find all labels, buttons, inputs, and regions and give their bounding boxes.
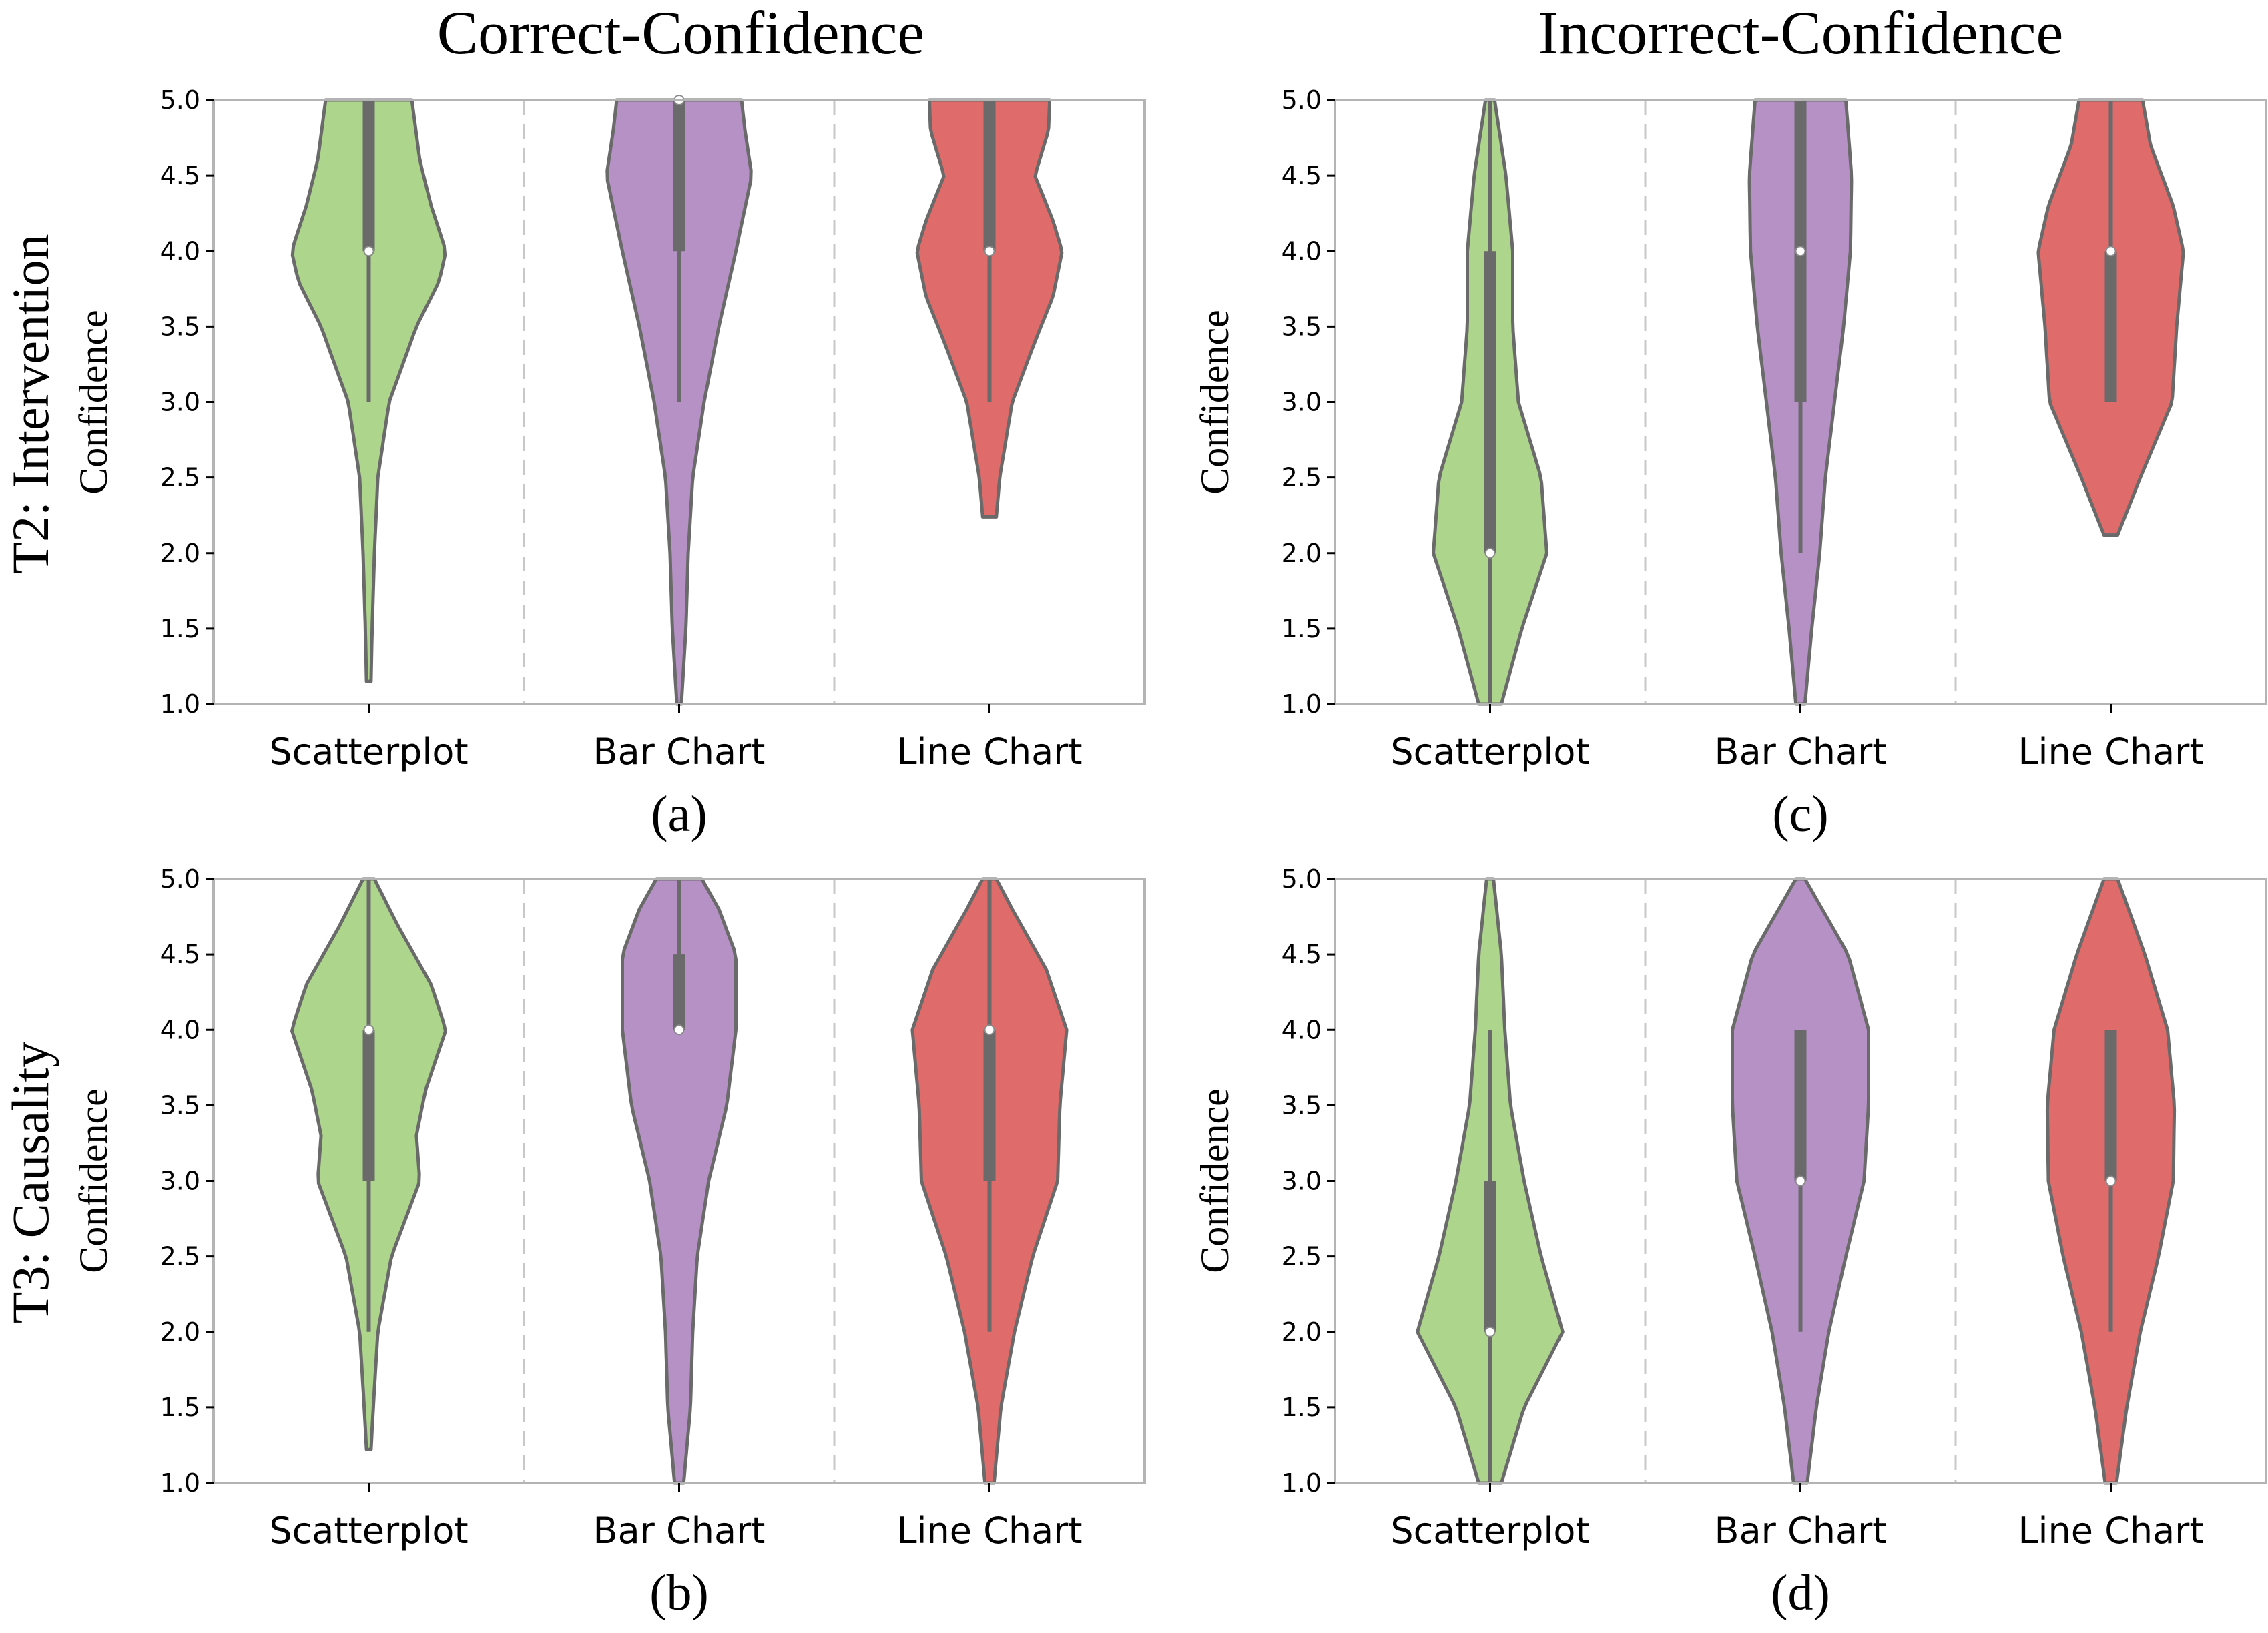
y-tick-label: 2.5: [160, 463, 200, 493]
x-tick-label-scatterplot: Scatterplot: [1390, 731, 1589, 773]
panel-b: 1.0 1.5 2.0 2.5 3.0 3.5 4.0 4.5 5.0 Scatterplot Ba…: [71, 864, 1146, 1621]
y-tick-label: 1.0: [160, 1468, 200, 1498]
y-tick-label: 3.0: [1282, 388, 1322, 417]
violin-iqr-box-line-chart: [2104, 1030, 2117, 1181]
panel-label: (b): [649, 1565, 709, 1621]
violin-line-chart: [2036, 98, 2185, 537]
violin-median-line-chart: [984, 246, 995, 257]
violin-median-bar-chart: [1795, 246, 1806, 257]
y-tick-label: 1.0: [160, 689, 200, 719]
y-tick-label: 4.0: [1282, 236, 1322, 266]
y-tick-label: 5.0: [1282, 864, 1322, 894]
violin-iqr-box-scatterplot: [1484, 1181, 1496, 1332]
x-tick-label-bar-chart: Bar Chart: [593, 731, 766, 773]
violin-median-bar-chart: [673, 1024, 685, 1036]
violin-median-scatterplot: [1484, 1326, 1496, 1337]
x-tick-label-line-chart: Line Chart: [2018, 731, 2203, 773]
y-tick-label: 4.5: [160, 940, 200, 969]
violin-iqr-box-scatterplot: [362, 1030, 375, 1181]
violin-median-line-chart: [2105, 246, 2116, 257]
y-tick-label: 3.5: [1282, 312, 1322, 341]
violin-line-chart: [915, 98, 1064, 519]
y-tick-label: 1.5: [1282, 614, 1322, 643]
y-tick-label: 5.0: [160, 864, 200, 894]
violin-iqr-box-scatterplot: [362, 100, 375, 252]
y-axis-label: Confidence: [1193, 310, 1237, 495]
y-tick-label: 1.5: [160, 614, 200, 643]
y-tick-label: 2.5: [1282, 1242, 1322, 1271]
violin-bar-chart: [1731, 877, 1870, 1485]
x-tick-label-bar-chart: Bar Chart: [1715, 731, 1887, 773]
panel-label: (a): [651, 786, 707, 842]
y-tick-label: 4.5: [1282, 940, 1322, 969]
y-tick-label: 4.5: [160, 161, 200, 190]
column-title-correct: Correct-Confidence: [437, 0, 925, 67]
x-tick-label-scatterplot: Scatterplot: [1390, 1510, 1589, 1552]
violin-bar-chart: [621, 877, 738, 1485]
violin-median-line-chart: [2105, 1175, 2116, 1187]
y-tick-label: 3.0: [1282, 1167, 1322, 1196]
x-tick-label-bar-chart: Bar Chart: [593, 1510, 766, 1552]
y-tick-label: 1.5: [1282, 1393, 1322, 1422]
violin-iqr-box-bar-chart: [673, 954, 685, 1030]
y-tick-label: 4.0: [160, 1015, 200, 1044]
y-tick-label: 3.0: [160, 1167, 200, 1196]
violin-median-scatterplot: [1484, 547, 1496, 559]
y-tick-label: 2.5: [1282, 463, 1322, 493]
y-tick-label: 3.5: [160, 1090, 200, 1120]
violin-iqr-box-line-chart: [983, 1030, 996, 1181]
violin-bar-chart: [605, 95, 753, 706]
y-tick-label: 3.5: [1282, 1090, 1322, 1120]
y-tick-label: 5.0: [160, 85, 200, 115]
panel-d: 1.0 1.5 2.0 2.5 3.0 3.5 4.0 4.5 5.0 Scatterplot Ba…: [1193, 864, 2267, 1621]
violin-iqr-box-line-chart: [983, 100, 996, 252]
y-tick-label: 2.0: [1282, 539, 1322, 568]
violin-iqr-box-bar-chart: [673, 100, 685, 252]
x-tick-label-bar-chart: Bar Chart: [1715, 1510, 1887, 1552]
column-title-incorrect: Incorrect-Confidence: [1538, 0, 2064, 67]
y-axis-label: Confidence: [71, 1088, 115, 1273]
violin-median-scatterplot: [363, 1024, 374, 1036]
y-tick-label: 2.5: [160, 1242, 200, 1271]
panel-a: 1.0 1.5 2.0 2.5 3.0 3.5 4.0 4.5 5.0 Scatterplot Ba…: [71, 85, 1146, 842]
y-tick-label: 4.5: [1282, 161, 1322, 190]
y-axis-label: Confidence: [1193, 1088, 1237, 1273]
violin-scatterplot: [1416, 877, 1565, 1485]
violin-line-chart: [910, 877, 1069, 1485]
violin-median-scatterplot: [363, 246, 374, 257]
y-tick-label: 1.0: [1282, 1468, 1322, 1498]
violin-median-line-chart: [984, 1024, 995, 1036]
y-tick-label: 4.0: [1282, 1015, 1322, 1044]
y-tick-label: 2.0: [1282, 1317, 1322, 1347]
panel-label: (d): [1771, 1565, 1830, 1621]
violin-scatterplot: [1432, 98, 1548, 706]
row-title-intervention: T2: Intervention: [1, 234, 59, 573]
panel-c: 1.0 1.5 2.0 2.5 3.0 3.5 4.0 4.5 5.0 Scatterplot Ba…: [1193, 85, 2267, 842]
y-tick-label: 1.5: [160, 1393, 200, 1422]
x-tick-label-scatterplot: Scatterplot: [269, 1510, 468, 1552]
violin-median-bar-chart: [1795, 1175, 1806, 1187]
violin-scatterplot: [290, 877, 447, 1451]
x-tick-label-line-chart: Line Chart: [2018, 1510, 2203, 1552]
violin-scatterplot: [290, 98, 447, 683]
y-tick-label: 2.0: [160, 1317, 200, 1347]
violin-iqr-box-scatterplot: [1484, 251, 1496, 553]
x-tick-label-scatterplot: Scatterplot: [269, 731, 468, 773]
y-tick-label: 3.0: [160, 388, 200, 417]
x-tick-label-line-chart: Line Chart: [896, 1510, 1082, 1552]
y-tick-label: 2.0: [160, 539, 200, 568]
y-axis-label: Confidence: [71, 310, 115, 495]
y-tick-label: 5.0: [1282, 85, 1322, 115]
violin-bar-chart: [1747, 98, 1854, 706]
violin-line-chart: [2045, 877, 2177, 1485]
y-tick-label: 4.0: [160, 236, 200, 266]
x-tick-label-line-chart: Line Chart: [896, 731, 1082, 773]
y-tick-label: 1.0: [1282, 689, 1322, 719]
violin-iqr-box-line-chart: [2104, 251, 2117, 402]
violin-iqr-box-bar-chart: [1794, 1030, 1807, 1181]
y-tick-label: 3.5: [160, 312, 200, 341]
row-title-causality: T3: Causality: [1, 1042, 59, 1323]
panel-label: (c): [1772, 786, 1828, 842]
